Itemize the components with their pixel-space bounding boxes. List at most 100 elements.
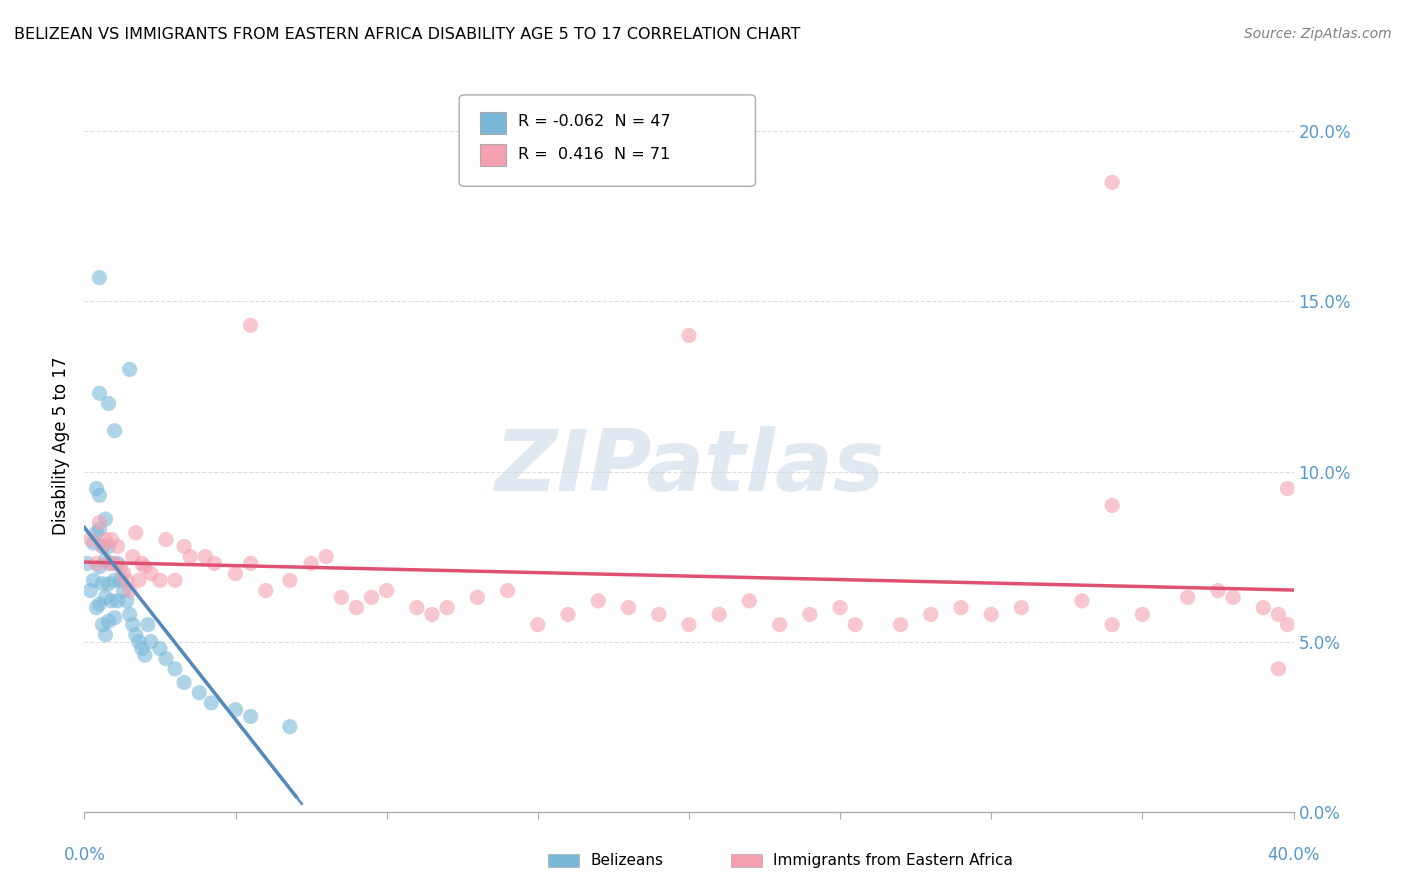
Point — [100, 594, 122, 608]
Point — [89, 488, 111, 502]
Point — [1101, 499, 1123, 513]
Point — [799, 607, 821, 622]
Point — [121, 617, 143, 632]
Point — [1011, 600, 1033, 615]
Point — [527, 617, 550, 632]
Point — [299, 557, 322, 571]
Point — [844, 617, 866, 632]
Point — [225, 566, 247, 581]
Point — [97, 614, 120, 628]
Point — [89, 516, 111, 530]
Point — [950, 600, 973, 615]
Point — [128, 634, 150, 648]
Text: BELIZEAN VS IMMIGRANTS FROM EASTERN AFRICA DISABILITY AGE 5 TO 17 CORRELATION CH: BELIZEAN VS IMMIGRANTS FROM EASTERN AFRI… — [14, 27, 800, 42]
Point — [830, 600, 852, 615]
Point — [100, 557, 122, 571]
Point — [118, 583, 141, 598]
Point — [97, 576, 120, 591]
Point — [588, 594, 610, 608]
Point — [91, 617, 114, 632]
Point — [94, 591, 117, 605]
Point — [86, 525, 108, 540]
Point — [467, 591, 489, 605]
Point — [86, 600, 108, 615]
Point — [200, 696, 222, 710]
Point — [496, 583, 519, 598]
Y-axis label: Disability Age 5 to 17: Disability Age 5 to 17 — [52, 357, 70, 535]
Point — [89, 386, 111, 401]
Bar — [479, 112, 506, 134]
Point — [79, 533, 101, 547]
Point — [91, 540, 114, 554]
Point — [1267, 662, 1289, 676]
Point — [890, 617, 912, 632]
Point — [89, 270, 111, 285]
Point — [149, 574, 172, 588]
Text: R =  0.416  N = 71: R = 0.416 N = 71 — [519, 146, 671, 161]
Point — [173, 675, 195, 690]
Point — [115, 594, 138, 608]
Point — [94, 628, 117, 642]
Point — [678, 617, 700, 632]
Point — [89, 559, 111, 574]
Point — [155, 651, 177, 665]
Point — [202, 557, 225, 571]
Point — [1206, 583, 1229, 598]
Point — [112, 566, 135, 581]
Point — [89, 522, 111, 536]
Point — [1130, 607, 1153, 622]
Point — [1101, 175, 1123, 189]
Point — [165, 662, 187, 676]
Point — [91, 540, 114, 554]
Point — [107, 594, 129, 608]
Point — [557, 607, 579, 622]
Point — [1253, 600, 1275, 615]
Point — [97, 557, 120, 571]
Bar — [479, 144, 506, 166]
Text: ZIPatlas: ZIPatlas — [494, 426, 884, 509]
Point — [239, 557, 262, 571]
Point — [97, 540, 120, 554]
Point — [375, 583, 398, 598]
Point — [173, 540, 195, 554]
Text: Belizeans: Belizeans — [591, 854, 664, 868]
Text: Immigrants from Eastern Africa: Immigrants from Eastern Africa — [773, 854, 1014, 868]
Point — [188, 686, 211, 700]
Point — [94, 533, 117, 547]
Point — [104, 574, 127, 588]
Point — [128, 574, 150, 588]
Point — [107, 540, 129, 554]
Point — [709, 607, 731, 622]
Point — [239, 709, 262, 723]
Point — [1222, 591, 1244, 605]
Point — [79, 583, 101, 598]
Point — [738, 594, 761, 608]
Point — [1277, 617, 1299, 632]
Point — [194, 549, 217, 564]
Point — [330, 591, 353, 605]
Point — [112, 583, 135, 598]
Point — [360, 591, 382, 605]
Point — [139, 566, 162, 581]
Point — [617, 600, 640, 615]
Point — [315, 549, 337, 564]
Point — [104, 557, 127, 571]
Point — [225, 703, 247, 717]
Point — [136, 617, 159, 632]
Point — [254, 583, 277, 598]
Point — [139, 634, 162, 648]
Point — [97, 396, 120, 410]
Point — [121, 549, 143, 564]
Point — [107, 557, 129, 571]
Point — [920, 607, 942, 622]
Point — [769, 617, 792, 632]
Point — [86, 482, 108, 496]
Point — [89, 597, 111, 611]
Text: Source: ZipAtlas.com: Source: ZipAtlas.com — [1244, 27, 1392, 41]
Point — [100, 533, 122, 547]
Point — [134, 559, 156, 574]
Point — [76, 557, 98, 571]
Point — [131, 641, 153, 656]
Point — [125, 628, 148, 642]
Point — [86, 557, 108, 571]
